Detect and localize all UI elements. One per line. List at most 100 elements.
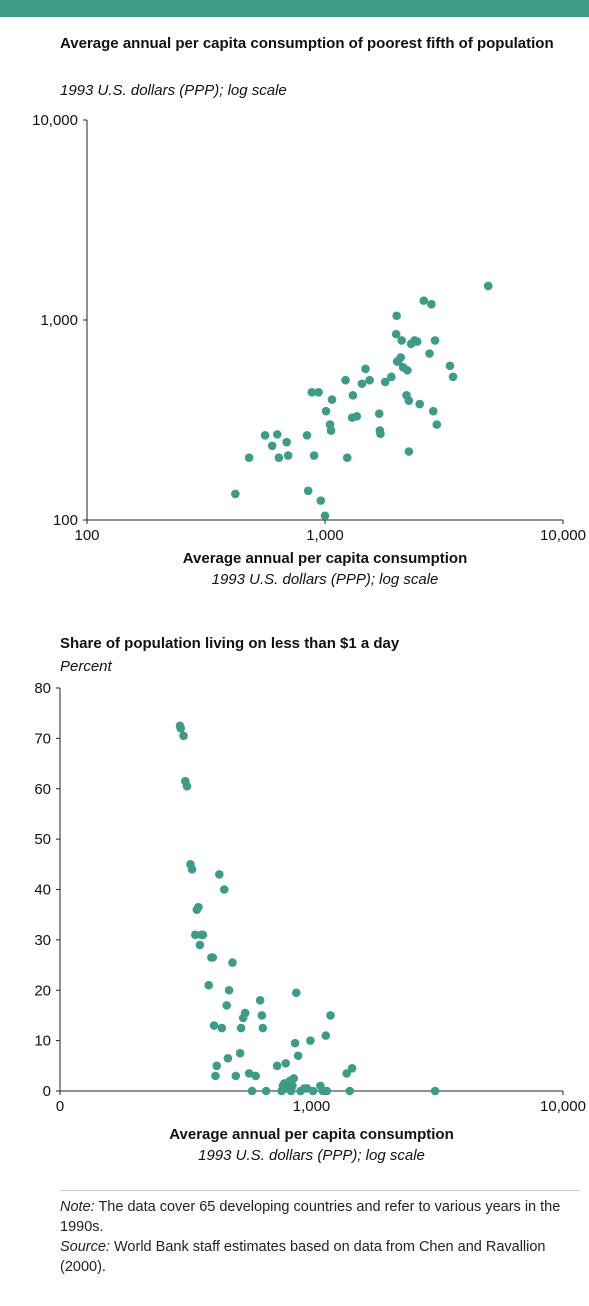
source-text: World Bank staff estimates based on data… [60, 1239, 546, 1275]
y-tick-label: 1,000 [40, 312, 78, 329]
data-point [321, 406, 331, 416]
data-point [404, 396, 414, 405]
chart-1-x-caption: Average annual per capita consumption 19… [87, 548, 563, 590]
data-point [267, 441, 277, 451]
y-tick-label: 80 [34, 680, 51, 697]
data-point [387, 372, 396, 382]
chart-1-title: Average annual per capita consumption of… [60, 35, 554, 52]
data-point [302, 431, 312, 440]
data-point [415, 399, 425, 409]
y-tick-label: 70 [34, 730, 51, 747]
data-point [255, 996, 265, 1005]
data-point [281, 1058, 291, 1068]
y-tick-label: 10,000 [32, 112, 78, 129]
data-point [342, 453, 352, 462]
data-point [274, 453, 284, 462]
x-tick-label: 1,000 [306, 527, 344, 544]
data-point [187, 865, 197, 874]
data-point [293, 1051, 303, 1061]
data-point [307, 388, 317, 397]
data-point [247, 1086, 257, 1096]
data-point [412, 337, 422, 346]
data-point [357, 379, 367, 389]
data-point [326, 426, 336, 435]
data-point [419, 296, 429, 305]
x-tick-label: 100 [74, 527, 99, 544]
data-point [321, 1031, 331, 1040]
data-point [217, 1023, 227, 1033]
data-point [380, 377, 390, 387]
chart-2-x-unit: 1993 U.S. dollars (PPP); log scale [198, 1147, 425, 1164]
data-point [291, 988, 301, 998]
data-point [289, 1074, 299, 1083]
data-point [251, 1071, 261, 1081]
data-point [404, 447, 414, 456]
data-point [261, 1086, 271, 1096]
note-text: The data cover 65 developing countries a… [60, 1199, 561, 1235]
x-tick-label: 10,000 [540, 1098, 586, 1115]
data-point [222, 1001, 231, 1010]
y-tick-label: 60 [34, 781, 51, 798]
data-point [308, 1086, 318, 1096]
chart-1-plot: 100 1,000 10,000 100 1,000 10,000 [32, 112, 586, 544]
data-point [341, 375, 350, 385]
y-tick-label: 10 [34, 1033, 51, 1050]
data-point [316, 496, 326, 505]
data-point [430, 1086, 440, 1096]
data-point [290, 1038, 300, 1048]
y-tick-label: 40 [34, 882, 51, 899]
data-point [314, 388, 323, 397]
data-point [198, 930, 208, 940]
note-paragraph: Note: The data cover 65 developing count… [60, 1197, 580, 1237]
data-point [327, 395, 337, 404]
top-accent-bar [0, 0, 589, 17]
data-point [215, 870, 224, 879]
data-point [179, 731, 188, 741]
data-point [190, 930, 200, 940]
data-point [258, 1023, 268, 1033]
data-point [448, 372, 458, 382]
chart-2-title: Share of population living on less than … [60, 635, 400, 652]
data-point [212, 1061, 222, 1071]
data-point [235, 1048, 245, 1058]
data-point [376, 429, 385, 439]
data-point [211, 1071, 220, 1081]
chart-1-x-unit: 1993 U.S. dollars (PPP); log scale [211, 571, 439, 588]
x-tick-label: 10,000 [540, 527, 586, 544]
note-lead: Note: [60, 1199, 95, 1215]
data-point [365, 375, 374, 385]
data-point [224, 985, 234, 995]
data-point [374, 409, 384, 419]
data-point [352, 411, 362, 421]
data-point [397, 336, 406, 345]
data-point [231, 1071, 241, 1081]
data-point [403, 366, 412, 375]
data-point [244, 453, 254, 462]
chart-2-x-label: Average annual per capita consumption [169, 1126, 454, 1143]
data-point [392, 311, 401, 321]
data-point [428, 406, 438, 416]
data-point [272, 1061, 282, 1071]
chart-2-y-unit: Percent [60, 658, 112, 675]
data-point [361, 364, 370, 374]
data-point [322, 1086, 332, 1096]
y-tick-label: 30 [34, 932, 51, 949]
data-point [347, 1064, 357, 1073]
data-point [483, 281, 493, 291]
data-point [427, 299, 436, 309]
source-paragraph: Source: World Bank staff estimates based… [60, 1237, 580, 1277]
data-point [194, 902, 203, 912]
data-point [208, 953, 218, 962]
data-point [326, 1011, 335, 1020]
data-point [309, 451, 319, 460]
data-point [303, 486, 313, 496]
data-point [219, 885, 229, 894]
data-point [306, 1036, 315, 1045]
data-point [430, 336, 440, 345]
data-point [223, 1053, 233, 1063]
data-point [391, 329, 401, 339]
y-tick-label: 100 [53, 512, 78, 529]
data-point [204, 980, 213, 990]
data-point [272, 430, 282, 439]
data-point [345, 1086, 355, 1096]
